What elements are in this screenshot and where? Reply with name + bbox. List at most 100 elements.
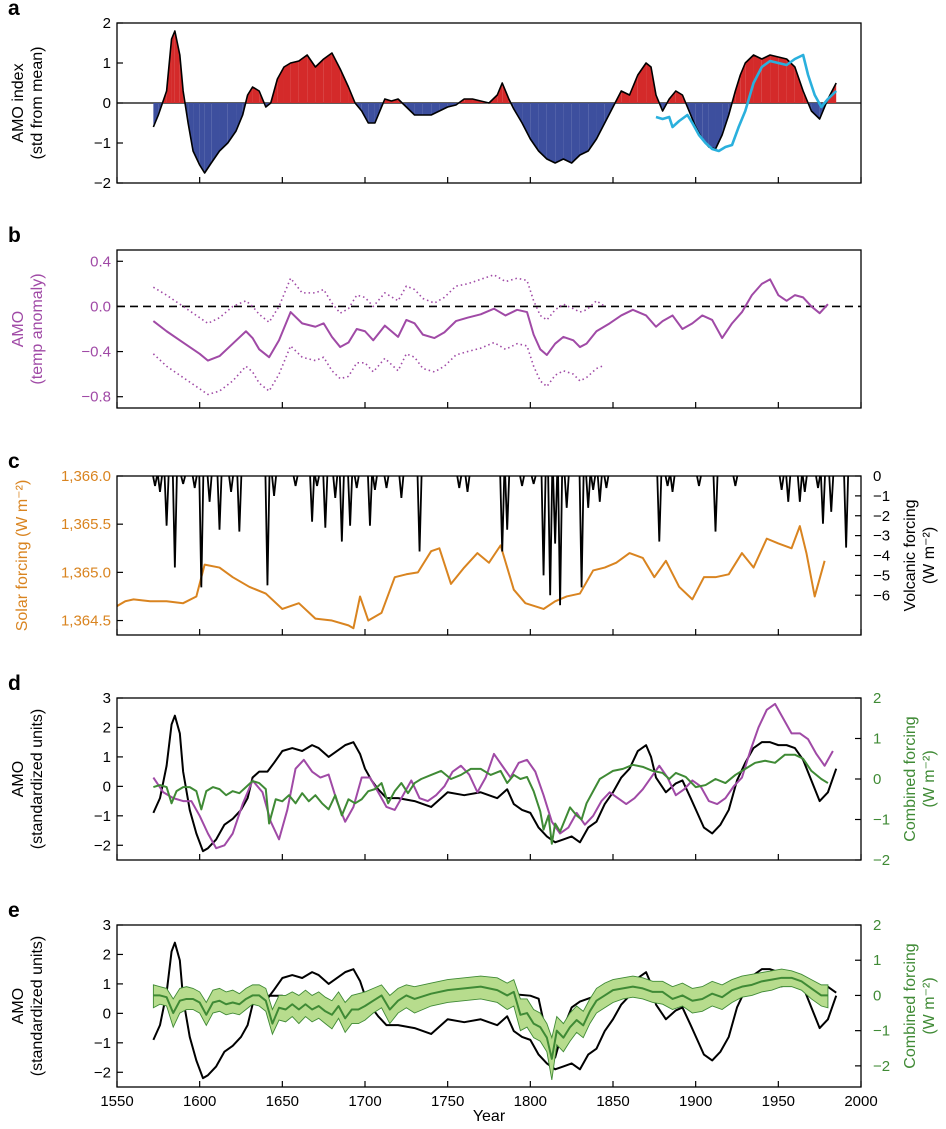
plot-frame xyxy=(116,475,862,636)
volcanic-spike xyxy=(171,476,178,568)
plot-area xyxy=(152,702,838,853)
anomaly-fill-positive xyxy=(174,31,180,103)
series-line-purple-2 xyxy=(152,341,606,396)
anomaly-fill-negative xyxy=(236,103,243,131)
y2-axis-label: Combined forcing xyxy=(902,943,919,1068)
y2-tick-label: −1 xyxy=(873,488,890,505)
y-axis-label: AMO xyxy=(10,311,27,347)
y-tick-label: 3 xyxy=(103,690,111,707)
plot-area xyxy=(117,476,850,630)
volcanic-spike xyxy=(578,476,585,588)
y2-tick-label: −4 xyxy=(873,548,890,565)
y-axis-label: Solar forcing (W m⁻²) xyxy=(14,480,31,632)
y-tick-label: 1 xyxy=(103,55,111,72)
anomaly-fill-positive xyxy=(753,55,762,103)
anomaly-fill-negative xyxy=(538,103,547,159)
anomaly-fill-negative xyxy=(439,103,448,111)
volcanic-spike xyxy=(843,476,850,548)
x-axis-label: Year xyxy=(473,1108,506,1125)
y-tick-label: 2 xyxy=(103,15,111,32)
anomaly-fill-positive xyxy=(675,91,683,103)
volcanic-spike xyxy=(216,476,223,530)
anomaly-fill-negative xyxy=(588,103,597,151)
plot-frame xyxy=(116,249,862,409)
volcanic-spike xyxy=(732,476,739,487)
anomaly-fill-negative xyxy=(530,103,539,151)
y-axis-label: AMO xyxy=(10,761,27,797)
volcanic-spike xyxy=(557,476,563,606)
volcanic-spike xyxy=(519,476,525,487)
y2-tick-label: −2 xyxy=(873,1058,890,1075)
y-axis-label-units: (std from mean) xyxy=(29,47,46,160)
y-tick-label: 0.0 xyxy=(90,298,111,315)
y2-tick-label: −1 xyxy=(873,812,890,829)
series-line-purple-0 xyxy=(152,278,829,362)
y-tick-label: 0 xyxy=(103,1005,111,1022)
y-tick-label: 0 xyxy=(103,778,111,795)
anomaly-fill-positive xyxy=(621,91,630,103)
volcanic-spike xyxy=(332,476,339,498)
y2-tick-label: −6 xyxy=(873,587,890,604)
y2-tick-label: 1 xyxy=(873,731,881,748)
anomaly-fill-negative xyxy=(361,103,369,123)
y-tick-label: −2 xyxy=(94,175,111,192)
volcanic-spike xyxy=(398,476,405,498)
anomaly-fill-positive xyxy=(770,55,779,103)
volcanic-spike xyxy=(815,476,821,489)
panel-b: b −0.8 −0.4 0.0 0.4 AMO (temp anomaly) xyxy=(8,224,862,409)
anomaly-fill-positive xyxy=(794,67,804,103)
forcing-uncertainty-band xyxy=(152,968,829,1081)
y-tick-label: 1,365.0 xyxy=(61,564,111,581)
anomaly-fill-negative xyxy=(199,103,205,173)
y-axis-label-units: (temp anomaly) xyxy=(29,273,46,384)
panel-a: a −2 −1 0 1 2 AMO index (std from mean) xyxy=(8,0,862,192)
series-line-green-2 xyxy=(153,753,829,845)
y2-tick-label: 0 xyxy=(873,468,881,485)
anomaly-fill-negative xyxy=(193,103,200,165)
anomaly-fill-positive xyxy=(323,53,332,103)
y2-tick-label: −3 xyxy=(873,528,890,545)
volcanic-spike xyxy=(191,476,198,489)
y-tick-label: 1,365.5 xyxy=(61,516,111,533)
y-tick-label: 2 xyxy=(103,946,111,963)
y-tick-label: −2 xyxy=(94,837,111,854)
panel-label: d xyxy=(8,672,21,695)
y-tick-label: 2 xyxy=(103,719,111,736)
y-tick-label: 3 xyxy=(103,917,111,934)
volcanic-spike xyxy=(563,476,570,508)
volcanic-spike xyxy=(416,476,423,552)
y-axis-label: AMO xyxy=(10,988,27,1024)
y2-tick-label: 2 xyxy=(873,917,881,934)
volcanic-spike xyxy=(801,476,808,493)
series-line-purple-1 xyxy=(152,702,834,850)
anomaly-fill-negative xyxy=(219,103,228,151)
volcanic-spike xyxy=(157,476,163,493)
anomaly-fill-positive xyxy=(340,69,349,103)
volcanic-spike xyxy=(456,476,463,489)
plot-frame xyxy=(116,697,862,861)
anomaly-fill-positive xyxy=(646,63,652,103)
volcanic-spike xyxy=(198,476,205,588)
volcanic-spike xyxy=(669,476,676,493)
x-tick-label: 1700 xyxy=(348,1093,381,1110)
anomaly-fill-negative xyxy=(153,103,159,127)
y-axis-label-units: (standardized units) xyxy=(29,936,46,1077)
volcanic-spike xyxy=(820,476,826,524)
volcanic-spike xyxy=(264,476,271,586)
x-tick-label: 1600 xyxy=(183,1093,216,1110)
volcanic-spike xyxy=(163,476,170,526)
anomaly-fill-positive xyxy=(247,87,253,103)
anomaly-fill-positive xyxy=(307,55,316,103)
volcanic-spike xyxy=(338,476,345,542)
series-line-green-3 xyxy=(153,976,828,1060)
anomaly-fill-negative xyxy=(695,103,703,139)
volcanic-spike xyxy=(292,476,299,487)
y2-tick-label: 1 xyxy=(873,952,881,969)
y2-axis-label-units: (W m⁻²) xyxy=(921,750,938,807)
anomaly-fill-positive xyxy=(786,59,795,103)
volcanic-spike xyxy=(547,476,554,596)
anomaly-fill-negative xyxy=(708,103,716,149)
anomaly-fill-negative xyxy=(571,103,580,163)
x-tick-label: 1750 xyxy=(431,1093,464,1110)
series-line-cyan-1 xyxy=(655,53,838,153)
